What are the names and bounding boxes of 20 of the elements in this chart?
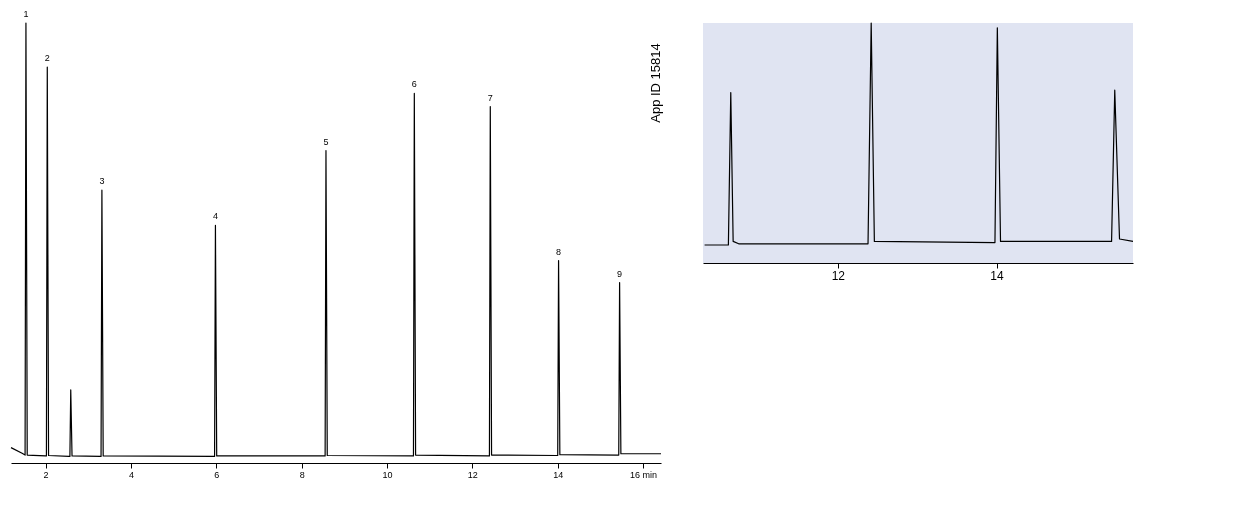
x-tick-label: 2 <box>43 469 49 480</box>
annotation: 2 <box>44 53 50 63</box>
annotation: 1 <box>23 9 29 19</box>
annotation: 6 <box>411 79 417 90</box>
x-tick-label: 10 <box>382 469 393 480</box>
x-tick-label: 12 <box>467 469 478 480</box>
x-tick-label: 12 <box>831 268 846 283</box>
annotation: 7 <box>487 92 493 103</box>
x-tick-label: 14 <box>990 268 1005 283</box>
annotation: 8 <box>556 246 562 257</box>
annotation: App ID 15814 <box>648 43 663 123</box>
annotation: 5 <box>323 136 329 147</box>
x-tick-label: 4 <box>128 469 134 480</box>
x-tick-label: 14 <box>553 469 564 480</box>
x-tick-label: 8 <box>299 469 305 480</box>
annotation: 3 <box>99 176 105 187</box>
x-tick-label: 6 <box>214 469 220 480</box>
annotation: 9 <box>617 268 623 279</box>
x-tick-label: 16 min <box>630 469 658 480</box>
annotation: 4 <box>212 211 218 222</box>
